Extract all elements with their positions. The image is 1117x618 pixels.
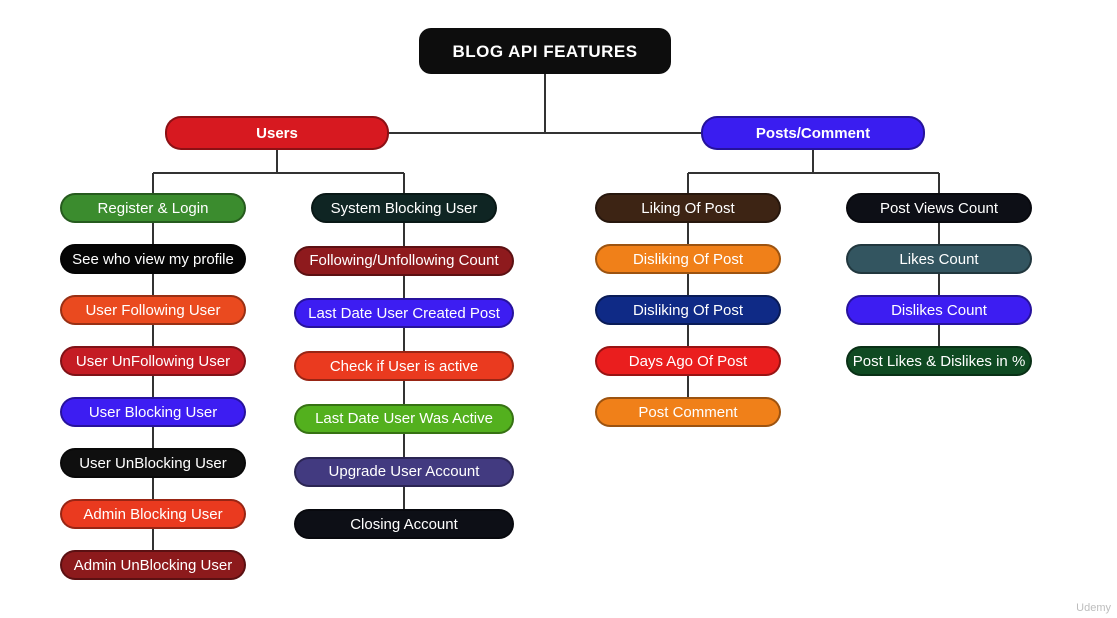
udemy-watermark: Udemy — [1076, 602, 1111, 614]
feature-see-who-view-my-profile: See who view my profile — [60, 244, 246, 274]
feature-liking-of-post: Liking Of Post — [595, 193, 781, 223]
feature-user-unfollowing-user: User UnFollowing User — [60, 346, 246, 376]
feature-admin-blocking-user: Admin Blocking User — [60, 499, 246, 529]
feature-check-if-user-is-active: Check if User is active — [294, 351, 514, 382]
feature-upgrade-user-account: Upgrade User Account — [294, 456, 514, 487]
feature-post-comment: Post Comment — [595, 397, 781, 427]
feature-system-blocking-user: System Blocking User — [311, 193, 497, 223]
feature-dislikes-count: Dislikes Count — [846, 295, 1032, 325]
feature-last-date-user-created-post: Last Date User Created Post — [294, 298, 514, 329]
feature-following-unfollowing-count: Following/Unfollowing Count — [294, 245, 514, 276]
group-users: Users — [165, 116, 389, 150]
group-posts-comment: Posts/Comment — [701, 116, 925, 150]
feature-user-following-user: User Following User — [60, 295, 246, 325]
feature-likes-count: Likes Count — [846, 244, 1032, 274]
feature-disliking-of-post: Disliking Of Post — [595, 295, 781, 325]
feature-post-views-count: Post Views Count — [846, 193, 1032, 223]
feature-days-ago-of-post: Days Ago Of Post — [595, 346, 781, 376]
diagram-title: BLOG API FEATURES — [419, 28, 671, 74]
feature-user-unblocking-user: User UnBlocking User — [60, 448, 246, 478]
feature-last-date-user-was-active: Last Date User Was Active — [294, 403, 514, 434]
feature-post-likes-dislikes-in: Post Likes & Dislikes in % — [846, 346, 1032, 376]
feature-register-login: Register & Login — [60, 193, 246, 223]
feature-closing-account: Closing Account — [294, 509, 514, 540]
feature-admin-unblocking-user: Admin UnBlocking User — [60, 550, 246, 580]
feature-user-blocking-user: User Blocking User — [60, 397, 246, 427]
feature-disliking-of-post: Disliking Of Post — [595, 244, 781, 274]
